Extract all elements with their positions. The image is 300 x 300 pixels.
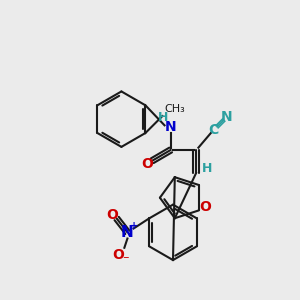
Text: O: O — [199, 200, 211, 214]
Text: ⁻: ⁻ — [123, 254, 129, 267]
Text: N: N — [221, 110, 233, 124]
Text: H: H — [158, 111, 168, 124]
Text: H: H — [202, 162, 212, 175]
Text: N: N — [121, 225, 134, 240]
Text: O: O — [141, 157, 153, 171]
Text: C: C — [209, 123, 219, 137]
Text: O: O — [112, 248, 124, 262]
Text: CH₃: CH₃ — [165, 104, 185, 114]
Text: O: O — [106, 208, 118, 222]
Text: N: N — [165, 120, 176, 134]
Text: +: + — [130, 221, 138, 231]
